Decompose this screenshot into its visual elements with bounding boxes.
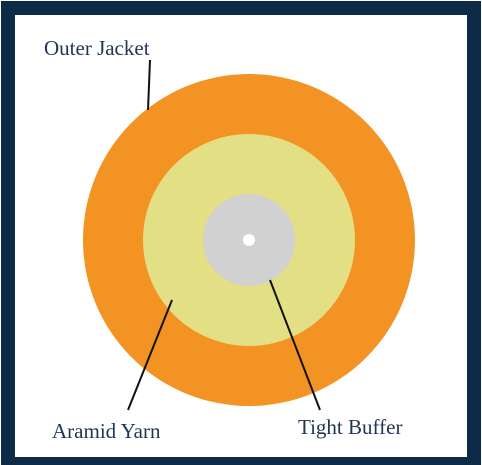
leader-line	[269, 279, 321, 411]
label: Aramid Yarn	[52, 419, 161, 443]
fiber-core	[243, 234, 255, 246]
label: Tight Buffer	[298, 415, 402, 439]
label: Outer Jacket	[44, 36, 150, 60]
leader-line	[147, 59, 151, 111]
leader-line	[127, 299, 173, 411]
